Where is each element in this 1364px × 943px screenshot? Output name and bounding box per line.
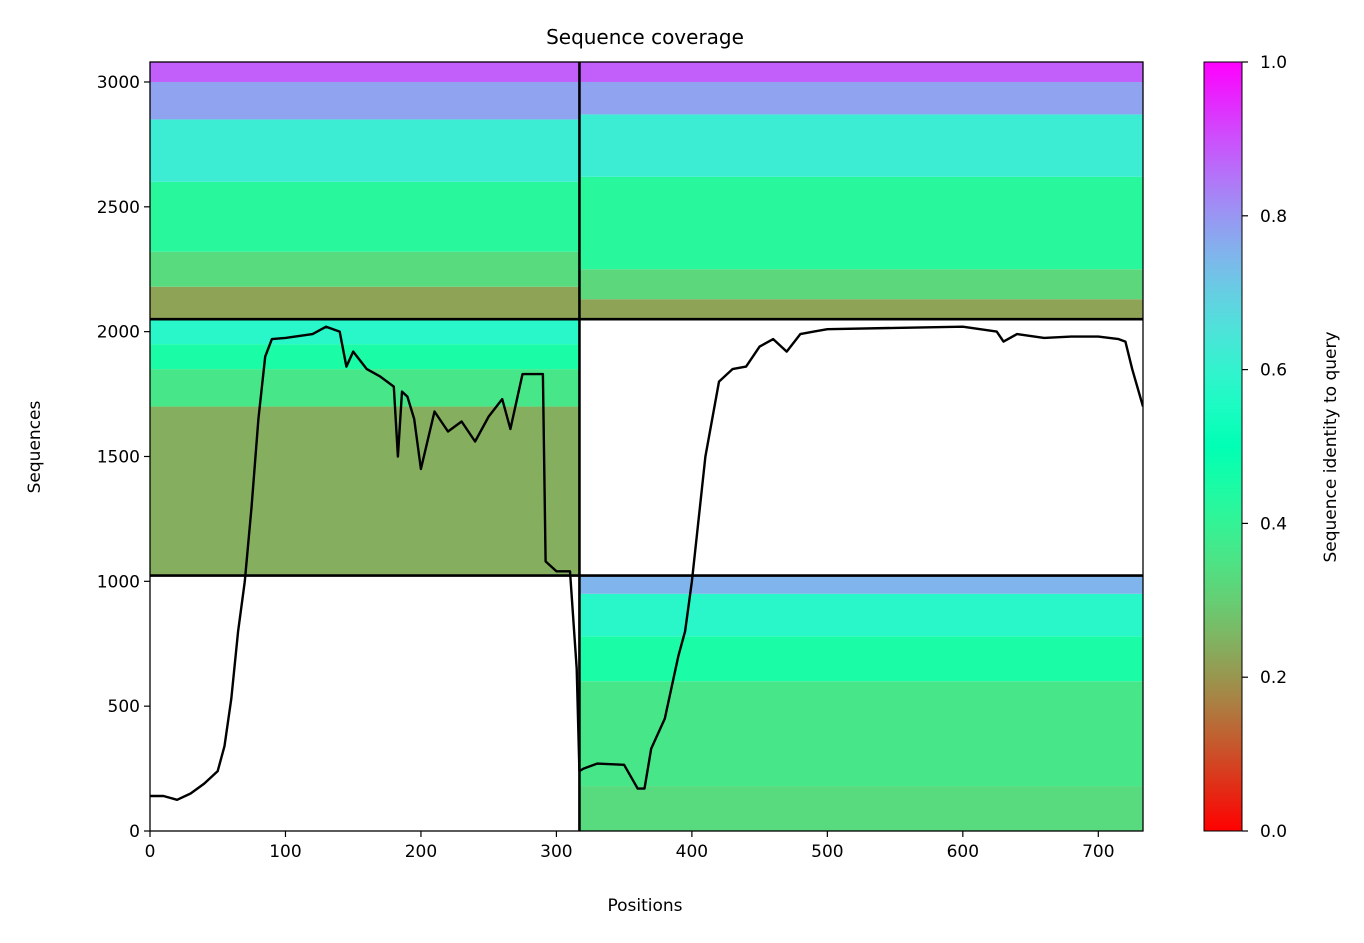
y-tick-label: 1000 <box>97 572 140 592</box>
y-tick-label: 500 <box>108 697 140 717</box>
colorbar-ticks: 0.0 0.2 0.4 0.6 0.8 1.0 <box>1242 53 1287 842</box>
y-tick-label: 2000 <box>97 323 140 343</box>
identity-band-chain2-complex <box>579 636 1143 682</box>
coverage-line <box>150 325 1143 801</box>
x-tick-label: 700 <box>1082 842 1114 862</box>
identity-band-chain2-chain2 <box>579 176 1143 270</box>
chart-title: Sequence coverage <box>546 25 744 49</box>
coverage-line-layer <box>150 325 1143 801</box>
identity-band-chain2-chain2 <box>579 269 1143 300</box>
y-tick-label: 0 <box>129 822 140 842</box>
colorbar-tick-label: 1.0 <box>1260 53 1287 73</box>
identity-band-chain1-chain1 <box>150 62 580 82</box>
x-tick-label: 400 <box>676 842 708 862</box>
x-tick-label: 600 <box>947 842 979 862</box>
identity-band-chain1-complex <box>150 369 580 407</box>
y-tick-label: 1500 <box>97 447 140 467</box>
colorbar-tick-label: 0.8 <box>1260 207 1287 227</box>
axes-layer: 0 100 200 300 400 500 600 700 0 500 1000 1500 2000 25… <box>97 73 1115 862</box>
identity-band-chain1-chain1 <box>150 81 580 120</box>
x-tick-label: 100 <box>269 842 301 862</box>
identity-band-chain2-chain2 <box>579 299 1143 320</box>
identity-band-chain1-complex <box>150 319 580 345</box>
identity-band-chain2-chain2 <box>579 81 1143 115</box>
identity-band-chain2-chain2 <box>579 62 1143 82</box>
colorbar-tick-label: 0.0 <box>1260 822 1287 842</box>
identity-band-chain1-chain1 <box>150 119 580 182</box>
identity-band-chain1-chain1 <box>150 181 580 252</box>
x-tick-label: 300 <box>540 842 572 862</box>
identity-band-chain2-chain2 <box>579 114 1143 177</box>
colorbar <box>1203 61 1243 832</box>
y-axis-label: Sequences <box>25 401 45 494</box>
identity-band-chain2-complex <box>579 575 1143 594</box>
identity-band-chain1-chain1 <box>150 286 580 320</box>
x-tick-label: 500 <box>811 842 843 862</box>
y-tick-label: 2500 <box>97 198 140 218</box>
y-tick-label: 3000 <box>97 73 140 93</box>
identity-band-chain2-complex <box>579 681 1143 787</box>
chain-boundary-layer <box>150 62 1143 831</box>
identity-band-chain2-complex <box>579 786 1143 831</box>
identity-band-chain1-complex <box>150 406 580 576</box>
heatmap-layer <box>150 62 1143 831</box>
colorbar-tick-label: 0.2 <box>1260 668 1287 688</box>
plot-frame <box>149 61 1144 832</box>
x-tick-label: 200 <box>405 842 437 862</box>
x-axis-label: Positions <box>607 896 682 916</box>
colorbar-label: Sequence identity to query <box>1321 331 1341 562</box>
identity-band-chain1-chain1 <box>150 251 580 287</box>
x-tick-label: 0 <box>145 842 156 862</box>
colorbar-tick-label: 0.4 <box>1260 514 1287 534</box>
colorbar-tick-label: 0.6 <box>1260 361 1287 381</box>
identity-band-chain2-complex <box>579 593 1143 637</box>
